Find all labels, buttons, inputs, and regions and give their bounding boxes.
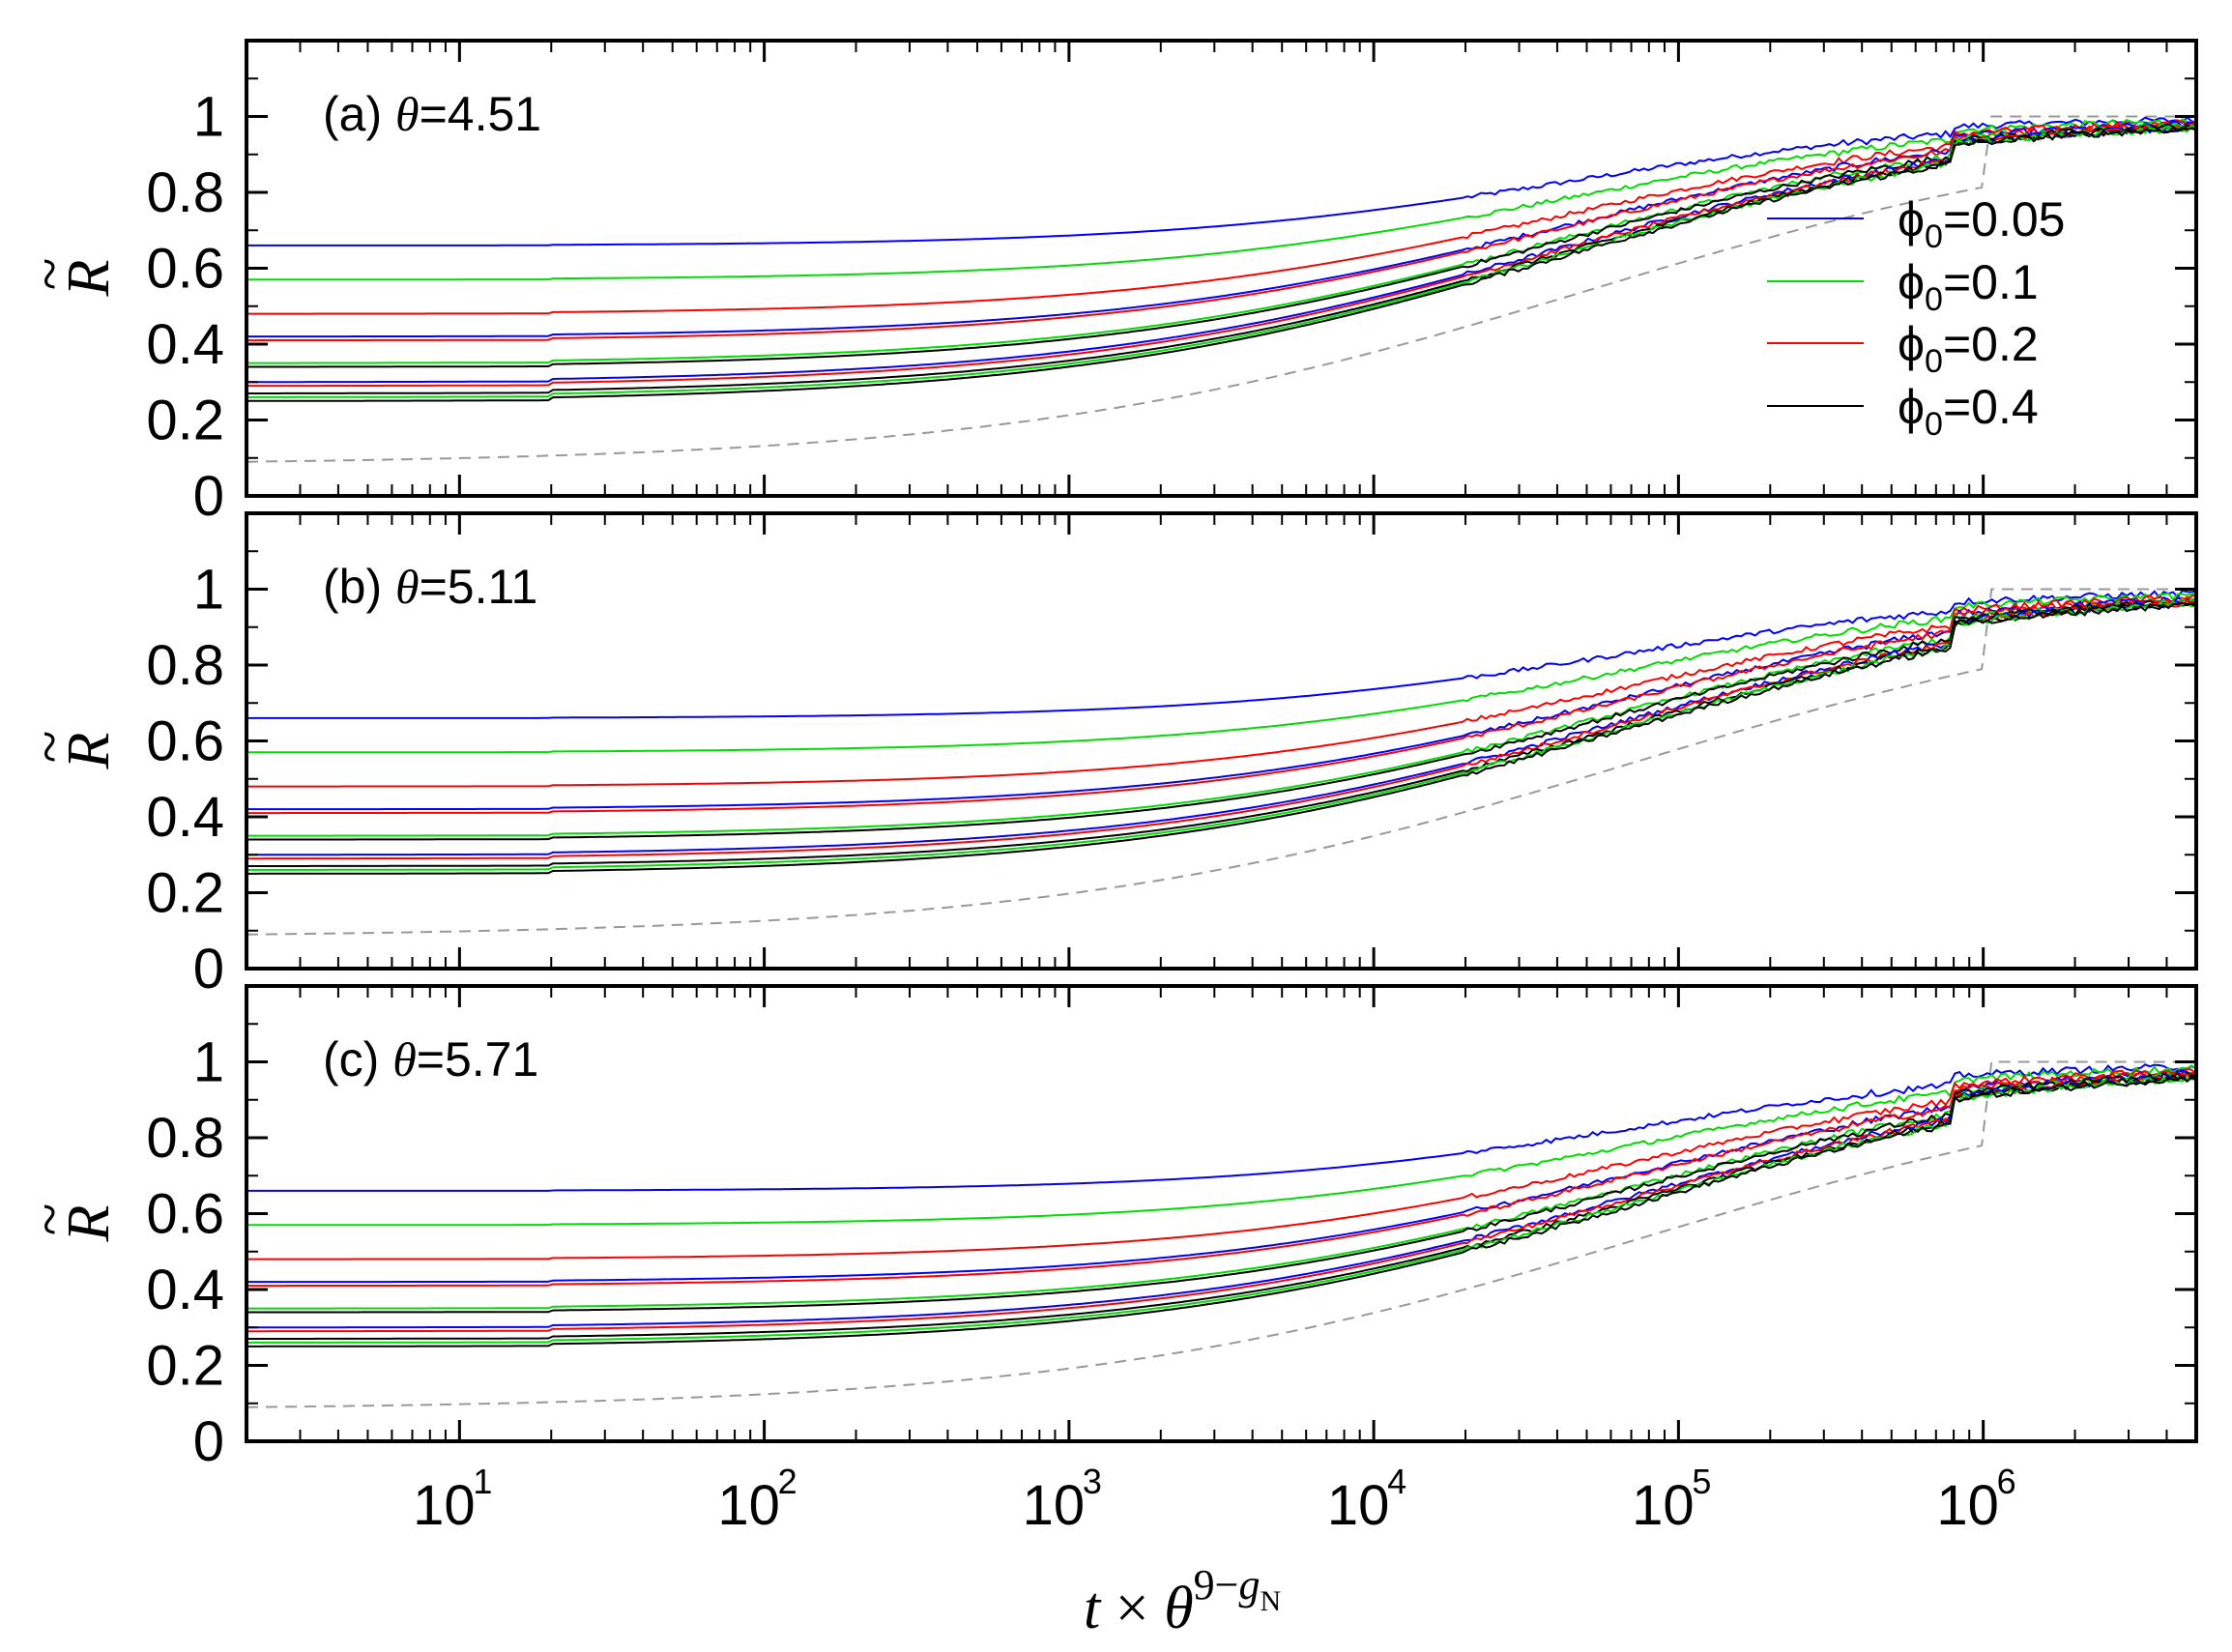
plot-area: [246, 115, 2196, 463]
series-line: [246, 1077, 2196, 1344]
series-line: [246, 1064, 2196, 1227]
y-tick-label: 0.6: [146, 710, 224, 773]
y-tick-label: 0: [193, 1410, 224, 1473]
panel-frame: [245, 511, 2198, 971]
series-line: [246, 596, 2196, 837]
reference-curve: [246, 588, 2196, 936]
chart-panel-a: 0 0.2 0.4 0.6 0.8 1 (a) θ=4.51 R~: [17, 39, 2198, 528]
legend: ϕ0=0.05 ϕ0=0.1 ϕ0=0.2 ϕ0=0.4: [1767, 192, 2065, 443]
y-tick-label: 0.6: [146, 1183, 224, 1246]
y-tick-label: 1: [193, 559, 224, 622]
x-tick-exponent: 3: [1083, 1462, 1102, 1501]
y-axis-label: R~: [17, 258, 122, 298]
panel-label: (b) θ=5.11: [323, 560, 537, 614]
x-tick-exponent: 5: [1692, 1462, 1711, 1501]
series-line: [246, 601, 2196, 875]
series-line: [246, 1073, 2196, 1329]
chart-panel-b: 0 0.2 0.4 0.6 0.8 1 (b) θ=5.11 R~: [17, 511, 2198, 1000]
y-axis-label: R~: [17, 731, 122, 770]
x-tick-label: 10: [413, 1474, 476, 1537]
series-line: [246, 589, 2196, 719]
y-axis-letter: R: [56, 260, 122, 298]
y-axis-letter: R: [56, 1205, 122, 1243]
series-line: [246, 118, 2196, 281]
series-line: [246, 122, 2196, 342]
series-line: [246, 1073, 2196, 1333]
legend-label-3: ϕ0=0.4: [1898, 380, 2039, 443]
series-line: [246, 1063, 2196, 1192]
series-line: [246, 1075, 2196, 1348]
legend-entry-0: ϕ0=0.05: [1767, 192, 2065, 255]
series-line: [246, 600, 2196, 856]
reference-curve: [246, 115, 2196, 463]
y-tick-label: 0: [193, 465, 224, 528]
y-tick-label: 0.2: [146, 862, 224, 925]
legend-label-1: ϕ0=0.1: [1898, 255, 2039, 318]
y-tick-label: 0.6: [146, 238, 224, 301]
y-tick-label: 0.8: [146, 634, 224, 697]
series-line: [246, 124, 2196, 394]
y-tick-label: 0.8: [146, 1107, 224, 1170]
reference-curve: [246, 1060, 2196, 1408]
panel-label: (c) θ=5.71: [323, 1032, 538, 1087]
y-tick-label: 0.4: [146, 786, 224, 849]
plot-area: [246, 588, 2196, 936]
y-tick-label: 0.2: [146, 390, 224, 452]
series-line: [246, 1070, 2196, 1314]
y-tick-label: 0: [193, 938, 224, 1000]
series-line: [246, 594, 2196, 788]
panel-label: (a) θ=4.51: [323, 87, 541, 141]
panels-group: 00.20.40.60.81 (a) θ=4.51R~00.20.40.60.81…: [17, 39, 2198, 1537]
series-line: [246, 1067, 2196, 1261]
series-line: [246, 119, 2196, 315]
y-tick-label: 0.4: [146, 1259, 224, 1321]
y-tick-label: 0.4: [146, 313, 224, 376]
x-tick-label: 10: [1936, 1474, 1999, 1537]
series-line: [246, 121, 2196, 338]
series-line: [246, 123, 2196, 368]
y-tick-label: 1: [193, 86, 224, 149]
series-line: [246, 592, 2196, 754]
series-line: [246, 116, 2196, 246]
x-tick-labels: 101 102 103 104 105 106: [413, 1462, 2016, 1537]
y-axis-letter: R: [56, 733, 122, 770]
panel-frame: [245, 984, 2198, 1443]
legend-entry-3: ϕ0=0.4: [1767, 380, 2039, 443]
y-axis-tilde: ~: [17, 1203, 83, 1236]
x-tick-label: 10: [1327, 1474, 1390, 1537]
series-line: [246, 599, 2196, 860]
series-line: [246, 123, 2196, 388]
y-tick-label: 0.8: [146, 161, 224, 224]
series-line: [246, 1069, 2196, 1288]
legend-entry-2: ϕ0=0.2: [1767, 317, 2039, 380]
series-line: [246, 124, 2196, 398]
x-tick-exponent: 4: [1387, 1462, 1406, 1501]
x-tick-exponent: 1: [473, 1462, 492, 1501]
plot-area: [246, 1060, 2196, 1408]
series-line: [246, 601, 2196, 871]
x-tick-label: 10: [1023, 1474, 1086, 1537]
x-tick-exponent: 2: [778, 1462, 797, 1501]
x-axis-title: t × θ9−gN: [1084, 1561, 1281, 1641]
y-tick-label: 1: [193, 1031, 224, 1094]
x-tick-exponent: 6: [1997, 1462, 2016, 1501]
series-line: [246, 1069, 2196, 1284]
legend-label-2: ϕ0=0.2: [1898, 317, 2039, 380]
series-line: [246, 596, 2196, 811]
y-axis-tilde: ~: [17, 731, 83, 764]
y-axis-label: R~: [17, 1203, 122, 1243]
legend-entry-1: ϕ0=0.1: [1767, 255, 2039, 318]
chart-panel-c: 0 0.2 0.4 0.6 0.8 1 (c) θ=5.71 R~: [17, 984, 2198, 1473]
x-tick-label: 10: [717, 1474, 780, 1537]
legend-label-0: ϕ0=0.05: [1898, 192, 2065, 255]
series-line: [246, 127, 2196, 402]
series-line: [246, 595, 2196, 815]
y-tick-label: 0.2: [146, 1335, 224, 1398]
y-axis-tilde: ~: [17, 258, 83, 291]
x-tick-label: 10: [1632, 1474, 1695, 1537]
